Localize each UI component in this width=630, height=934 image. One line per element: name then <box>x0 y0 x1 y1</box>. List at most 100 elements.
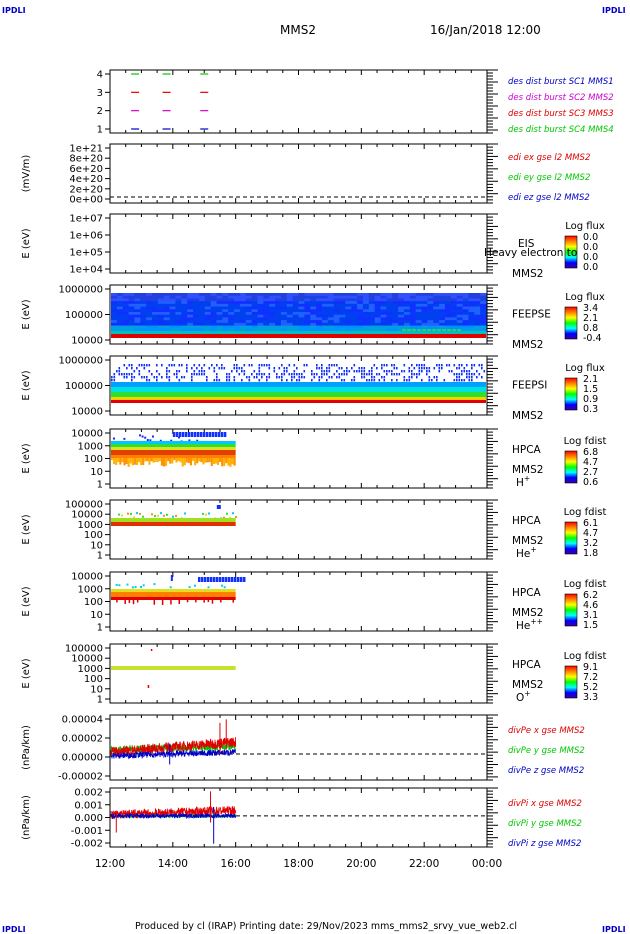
spectrum-cell <box>151 513 153 516</box>
spectrum-cell <box>310 312 317 316</box>
spectrum-cell <box>251 301 258 305</box>
spectrum-cell <box>444 312 452 316</box>
spectrum-cell <box>224 577 228 582</box>
spectrum-cell <box>158 373 161 376</box>
spectrum-cell <box>386 306 393 310</box>
time-tick-label: 18:00 <box>283 858 313 870</box>
spectrum-cell <box>239 295 247 299</box>
spectrum-cell <box>386 301 393 305</box>
spectrum-cell <box>462 312 469 316</box>
spectrum-cell <box>339 325 346 329</box>
spectrum-cell <box>169 301 176 305</box>
spectrum-cell <box>161 600 164 605</box>
spectrum-cell <box>122 295 130 299</box>
spectrum-cell <box>116 312 124 316</box>
y-tick-label: 0.00000 <box>62 753 103 764</box>
spectrum-cell <box>239 317 247 321</box>
spectrum-cell <box>444 295 452 299</box>
spectrum-band <box>111 597 236 600</box>
spacecraft-label: MMS2 <box>512 268 543 280</box>
spectrum-cell <box>229 516 231 519</box>
spectrum-cell <box>140 320 147 324</box>
spectrum-cell <box>228 298 235 302</box>
spectrum-cell <box>233 379 236 382</box>
colorbar-tick-label: 9.1 <box>583 662 598 673</box>
legend-entry: des dist burst SC1 MMS1 <box>508 77 614 87</box>
spectrum-cell <box>223 586 226 589</box>
spectrum-cell <box>468 303 475 308</box>
spectrum-cell <box>146 306 153 310</box>
spectrum-cell <box>175 312 182 316</box>
spectrum-cell <box>466 370 468 373</box>
spectrum-cell <box>246 376 248 379</box>
spectrum-cell <box>281 379 283 382</box>
spectrum-cell <box>286 314 294 318</box>
spectrum-cell <box>175 320 182 324</box>
spectrum-cell <box>234 293 241 297</box>
spectrum-cell <box>196 373 198 376</box>
spectrum-cell <box>234 314 241 318</box>
spectrum-cell <box>438 367 441 370</box>
spectrum-cell <box>408 376 411 379</box>
spectrum-cell <box>296 379 298 382</box>
spectrum-cell <box>198 309 206 313</box>
spectrum-cell <box>339 312 346 316</box>
spectrum-cell <box>263 314 270 318</box>
spectrum-cell <box>134 317 141 321</box>
spectrum-cell <box>362 301 370 305</box>
spectrum-cell <box>433 312 440 316</box>
spectrum-cell <box>122 320 130 324</box>
spectrum-cell <box>256 376 258 379</box>
spectrum-cell <box>146 364 148 367</box>
spectrum-cell <box>269 312 276 316</box>
spectrum-cell <box>193 303 200 308</box>
spectrum-band <box>111 382 486 387</box>
spectrum-cell <box>167 458 170 462</box>
spectrum-cell <box>292 322 299 327</box>
spectrum-cell <box>222 293 229 297</box>
spectrum-cell <box>269 317 276 321</box>
spectrum-cell <box>216 379 218 382</box>
spectrum-cell <box>392 314 399 318</box>
spectrum-cell <box>227 577 231 582</box>
spectrum-cell <box>403 314 411 318</box>
spacecraft-label: MMS2 <box>512 535 543 547</box>
spectrum-cell <box>134 320 141 324</box>
spectrum-cell <box>345 325 352 329</box>
spectrum-cell <box>310 320 317 324</box>
spectrum-cell <box>318 367 321 370</box>
spectrum-cell <box>275 317 282 321</box>
spectrum-cell <box>163 306 171 310</box>
spectrum-cell <box>268 373 271 376</box>
spectrum-cell <box>338 373 341 376</box>
spectrum-cell <box>304 303 311 308</box>
spectrum-cell <box>321 303 329 308</box>
spectrum-cell <box>398 322 405 327</box>
spectrum-cell <box>154 514 156 517</box>
spectrum-cell <box>415 325 423 329</box>
spectrum-cell <box>310 293 317 297</box>
spectrum-cell <box>187 317 194 321</box>
spectrum-cell <box>156 376 158 379</box>
spectrum-cell <box>316 320 323 324</box>
spectrum-cell <box>481 364 483 367</box>
spectrum-cell <box>398 295 405 299</box>
y-tick-label: 10000 <box>71 654 103 665</box>
colorbar-tick-label: 3.3 <box>583 692 598 703</box>
spectrum-cell <box>146 303 153 308</box>
spectrum-cell <box>392 328 399 332</box>
spectrum-cell <box>203 364 206 367</box>
spectrum-cell <box>480 322 487 327</box>
spectrum-cell <box>442 329 447 331</box>
spectrum-cell <box>371 379 373 382</box>
spectrum-cell <box>163 314 171 318</box>
spectrum-cell <box>226 376 228 379</box>
spectrum-cell <box>193 314 200 318</box>
spectrum-cell <box>468 325 475 329</box>
spectrum-cell <box>462 309 469 313</box>
spectrum-cell <box>163 514 165 517</box>
spectrum-cell <box>216 320 223 324</box>
spectrum-cell <box>433 322 440 327</box>
spectrum-cell <box>415 317 423 321</box>
spectrum-cell <box>427 312 434 316</box>
